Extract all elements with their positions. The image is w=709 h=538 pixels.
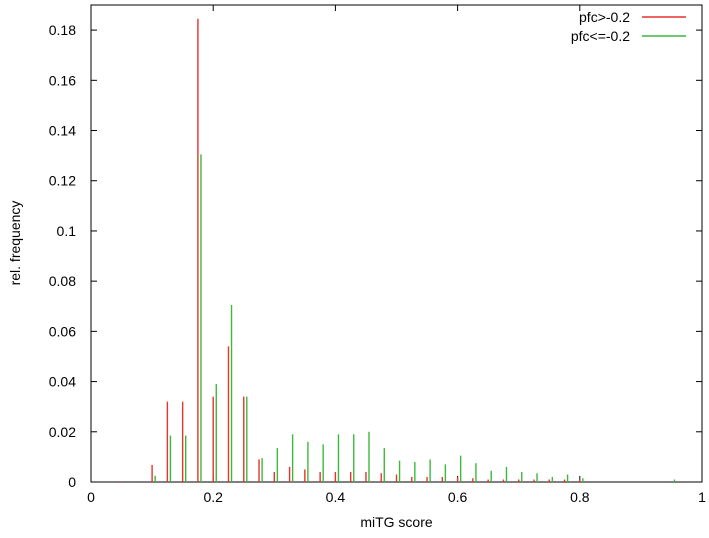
x-tick-label: 0: [87, 489, 95, 505]
x-tick-label: 0.2: [203, 489, 223, 505]
y-tick-label: 0.18: [49, 22, 76, 38]
legend: pfc>-0.2 pfc<=-0.2: [571, 9, 686, 44]
y-tick-label: 0.14: [49, 123, 76, 139]
y-tick-label: 0: [68, 474, 76, 490]
x-tick-label: 0.4: [326, 489, 346, 505]
legend-label: pfc<=-0.2: [571, 28, 630, 44]
y-axis-label: rel. frequency: [7, 201, 23, 286]
x-tick-label: 0.6: [448, 489, 468, 505]
legend-label: pfc>-0.2: [579, 9, 630, 25]
y-tick-label: 0.1: [57, 223, 77, 239]
y-tick-label: 0.06: [49, 323, 76, 339]
y-tick-label: 0.12: [49, 173, 76, 189]
x-tick-label: 0.8: [570, 489, 590, 505]
y-tick-label: 0.16: [49, 72, 76, 88]
y-tick-label: 0.02: [49, 424, 76, 440]
bars: [120, 18, 676, 482]
ticks: 0 0.2 0.4 0.6 0.8 1 0 0.02 0.04 0.06 0.08 0.1 0.12 0.…: [49, 5, 706, 505]
x-tick-label: 1: [698, 489, 706, 505]
y-tick-label: 0.04: [49, 374, 76, 390]
x-axis-label: miTG score: [360, 514, 433, 530]
y-tick-label: 0.08: [49, 273, 76, 289]
